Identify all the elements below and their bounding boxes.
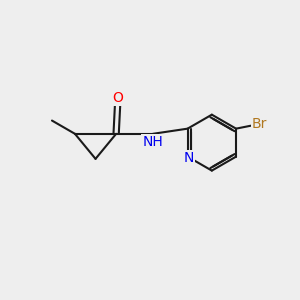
Text: O: O	[112, 91, 123, 105]
Text: Br: Br	[252, 117, 267, 131]
Text: N: N	[184, 151, 194, 165]
Text: NH: NH	[142, 135, 163, 149]
